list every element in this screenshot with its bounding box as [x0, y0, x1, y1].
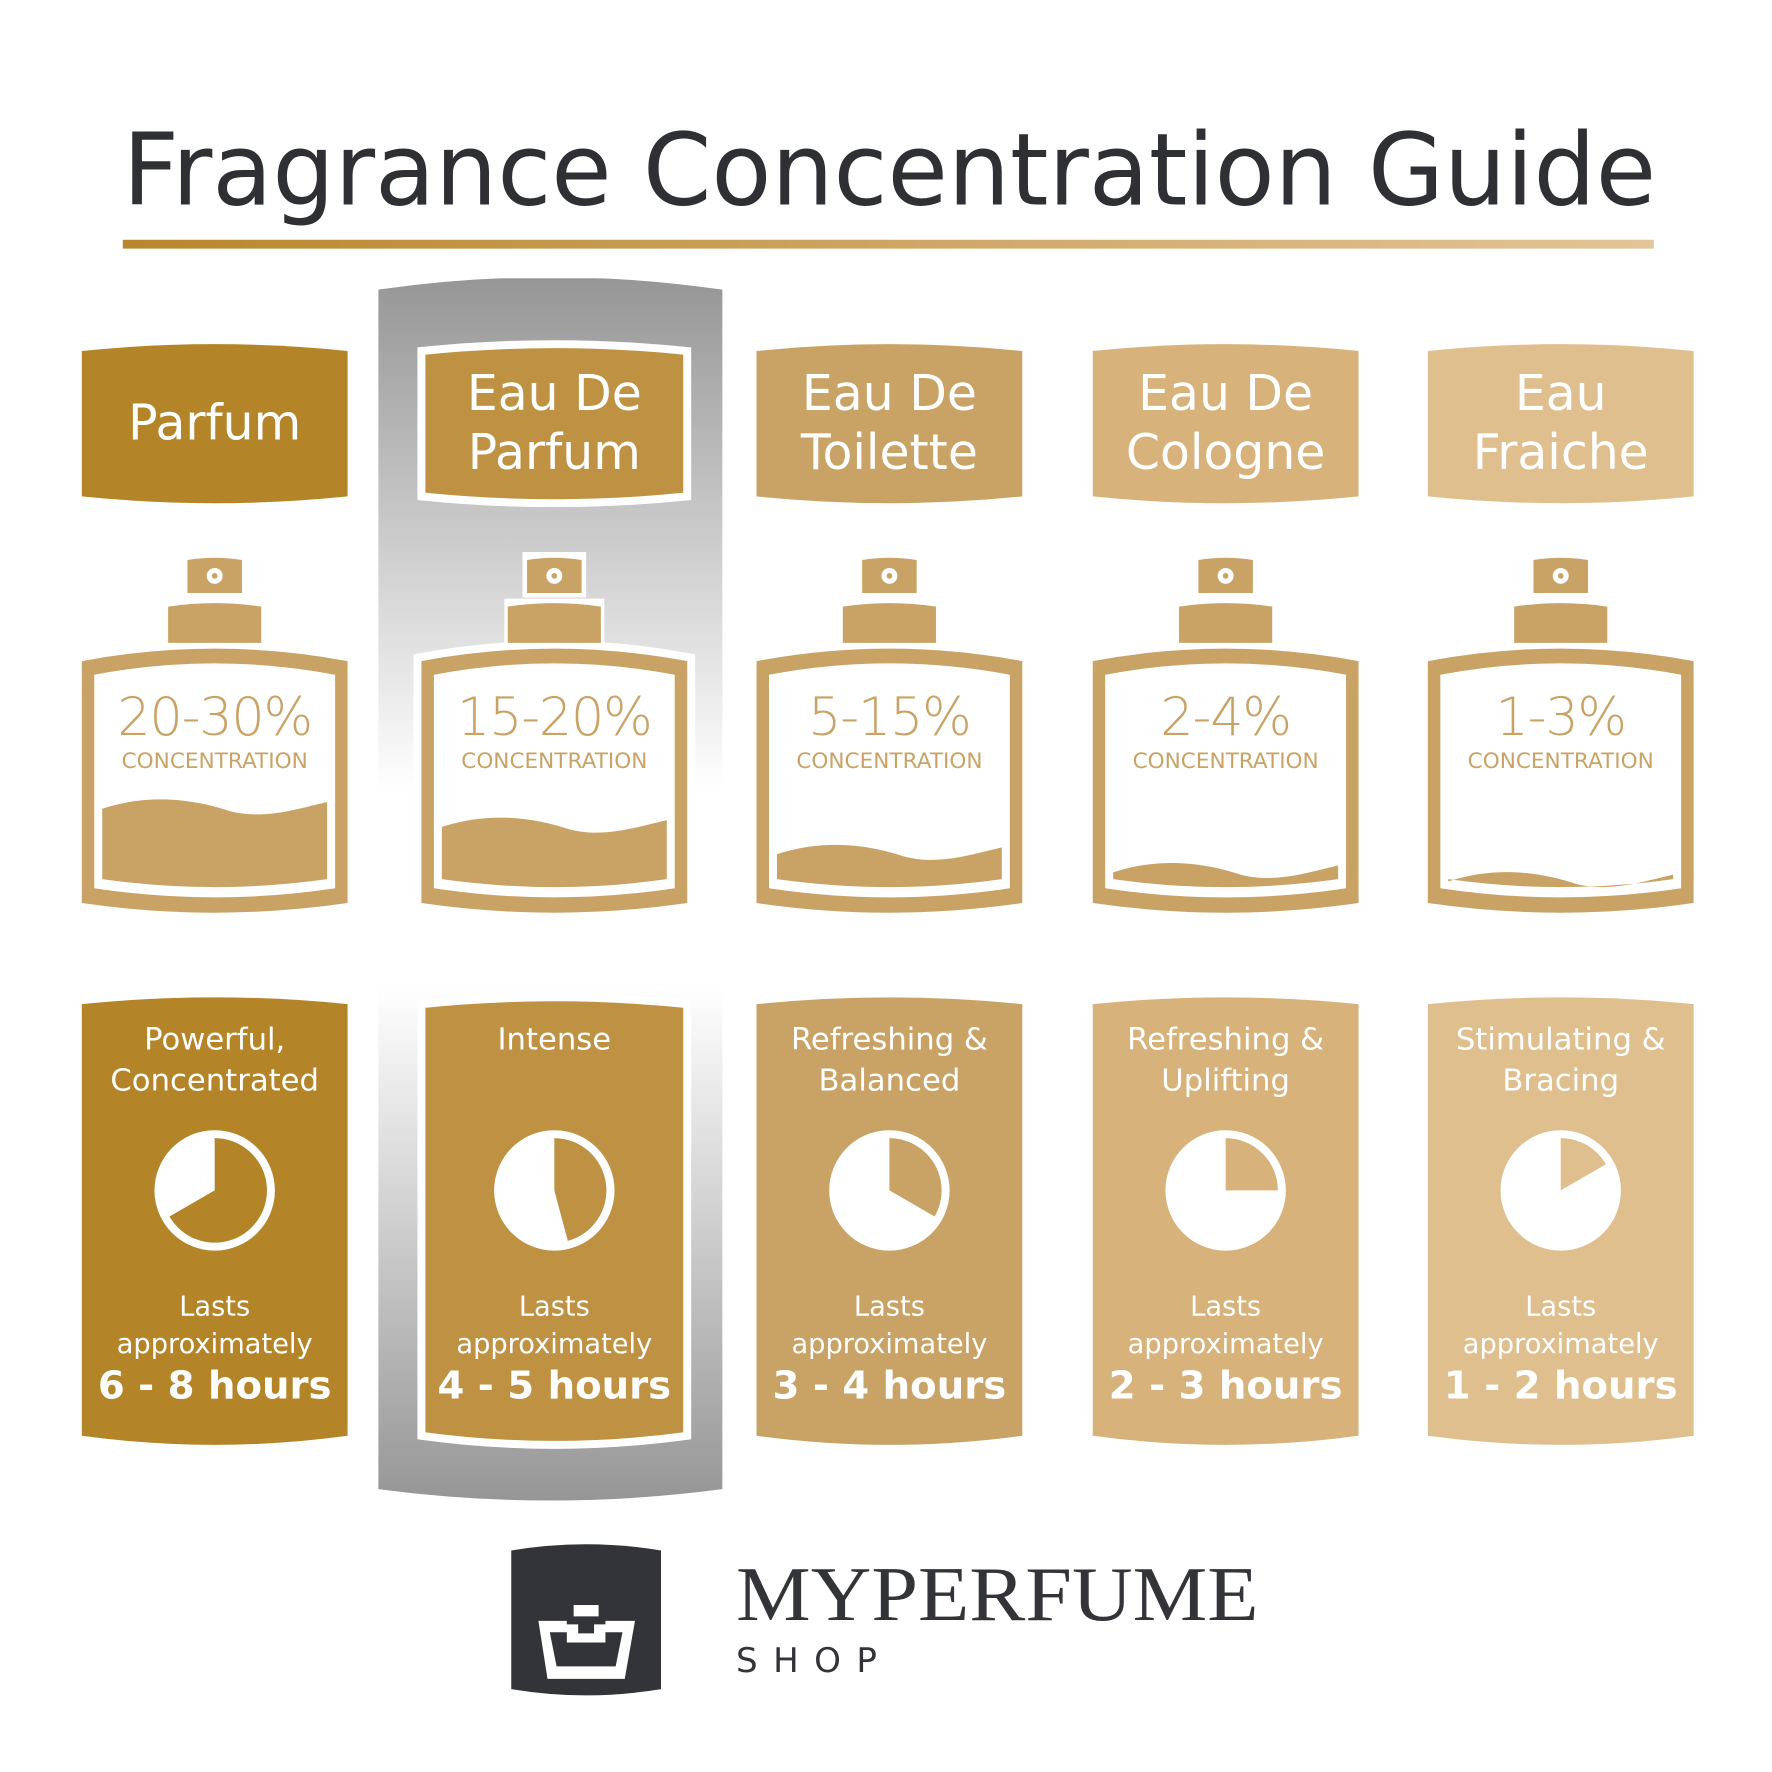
info-card [1427, 997, 1694, 1445]
type-label: Eau De Toilette [800, 365, 978, 482]
concentration-value: 5-15% [808, 686, 972, 748]
info-card [1092, 997, 1359, 1445]
description: Refreshing & Balanced [790, 1022, 988, 1099]
brand-sub: SHOP [736, 1641, 877, 1681]
concentration-label: CONCENTRATION [1132, 748, 1319, 774]
approx-label: approximately [1127, 1327, 1324, 1360]
lasts-text: Lasts approximately [1416, 1288, 1705, 1363]
concentration-label: CONCENTRATION [1467, 748, 1654, 774]
info-card [756, 997, 1023, 1445]
duration: 4 - 5 hours [437, 1363, 672, 1409]
duration: 2 - 3 hours [1108, 1363, 1343, 1409]
concentration-value: 2-4% [1160, 686, 1292, 748]
concentration-value: 20-30% [117, 686, 313, 748]
liquid-level [1113, 863, 1339, 888]
lasts-text: Lasts approximately [745, 1288, 1034, 1363]
column-parfum: Parfum 20-30% CONCENTRATION Powerful, Co… [81, 0, 348, 1477]
approx-label: approximately [791, 1327, 988, 1360]
duration: 1 - 2 hours [1443, 1363, 1678, 1409]
title-underline [122, 239, 1654, 249]
clock-pie-icon [494, 1130, 615, 1251]
label-box [756, 344, 1023, 504]
liquid-level [102, 799, 328, 888]
bottle-icon [756, 557, 1023, 913]
column-eau-fraiche: Eau Fraiche 1-3% CONCENTRATION Stimulati… [1427, 0, 1694, 1477]
logo-icon [511, 1544, 662, 1696]
lasts-label: Lasts [853, 1290, 925, 1323]
description: Intense [497, 1022, 612, 1058]
approx-label: approximately [1462, 1327, 1659, 1360]
duration: 3 - 4 hours [772, 1363, 1007, 1409]
concentration-value: 1-3% [1495, 686, 1628, 748]
bottle-icon [1427, 557, 1694, 913]
duration: 6 - 8 hours [97, 1363, 332, 1409]
description: Powerful, Concentrated [110, 1022, 319, 1099]
type-label: Eau De Cologne [1125, 365, 1326, 482]
description: Stimulating & Bracing [1455, 1022, 1666, 1099]
clock-pie-icon [1500, 1130, 1621, 1251]
clock-pie-icon [154, 1130, 275, 1251]
info-card [81, 997, 348, 1445]
description: Refreshing & Uplifting [1127, 1022, 1325, 1099]
lasts-label: Lasts [1525, 1290, 1597, 1323]
column-eau-de-toilette: Eau De Toilette 5-15% CONCENTRATION Refr… [756, 0, 1023, 1477]
page-title-text: Fragrance Concentration Guide [123, 111, 1656, 227]
brand-name: MYPERFUME [736, 1558, 1259, 1626]
column-eau-de-parfum: Eau De Parfum 15-20% CONCENTRATION Inten… [413, 0, 696, 1477]
lasts-label: Lasts [518, 1290, 590, 1323]
concentration-label: CONCENTRATION [121, 748, 308, 774]
lasts-label: Lasts [1190, 1290, 1262, 1323]
type-label: Eau De Parfum [466, 365, 642, 482]
approx-label: approximately [116, 1327, 313, 1360]
svg-text:MYPERFUME: MYPERFUME [736, 1558, 1259, 1626]
page-title: Fragrance Concentration Guide [123, 111, 1656, 227]
label-box [1427, 344, 1694, 504]
clock-pie-icon [829, 1130, 950, 1251]
label-box [81, 344, 348, 504]
label-box [1092, 344, 1359, 504]
concentration-label: CONCENTRATION [796, 748, 983, 774]
type-label: Parfum [128, 395, 302, 453]
lasts-text: Lasts approximately [410, 1288, 699, 1363]
liquid-level [1448, 872, 1674, 888]
concentration-label: CONCENTRATION [461, 748, 648, 774]
clock-pie-icon [1165, 1130, 1286, 1251]
svg-text:SHOP: SHOP [736, 1641, 877, 1681]
column-eau-de-cologne: Eau De Cologne 2-4% CONCENTRATION Refres… [1092, 0, 1359, 1477]
lasts-text: Lasts approximately [1081, 1288, 1370, 1363]
info-card [417, 993, 692, 1449]
label-box [417, 340, 692, 508]
bottle-icon [1092, 557, 1359, 913]
liquid-level [776, 844, 1002, 888]
bottle-icon [81, 557, 348, 913]
bottle-icon [413, 552, 696, 921]
lasts-text: Lasts approximately [70, 1288, 359, 1363]
liquid-level [441, 817, 667, 888]
type-label: Eau Fraiche [1472, 365, 1649, 482]
concentration-value: 15-20% [456, 686, 653, 748]
lasts-label: Lasts [179, 1290, 251, 1323]
approx-label: approximately [456, 1327, 653, 1360]
